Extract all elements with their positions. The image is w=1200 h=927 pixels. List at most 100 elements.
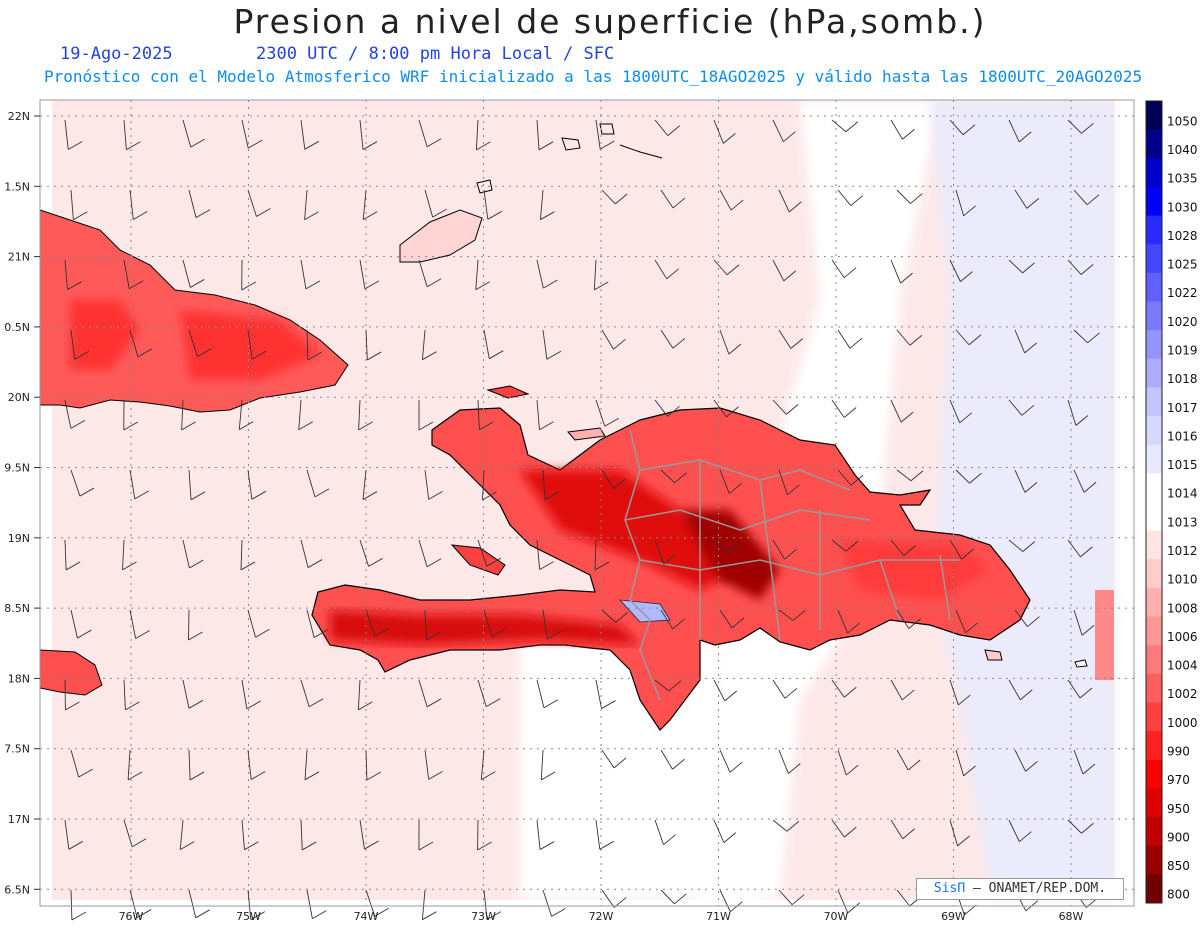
- wind-barb: [70, 329, 89, 360]
- wind-barb: [713, 819, 737, 843]
- credit-text: – ONAMET/REP.DOM.: [973, 881, 1107, 896]
- lat-tick-label: 17N: [8, 813, 30, 826]
- wind-barb: [1014, 609, 1040, 627]
- colorbar-label: 1028: [1167, 229, 1198, 243]
- wind-barb: [536, 679, 559, 709]
- wind-barb: [955, 749, 976, 777]
- wind-barb: [179, 819, 195, 851]
- wind-barb: [896, 329, 923, 346]
- wind-barb: [955, 469, 982, 484]
- wind-barb: [129, 609, 150, 639]
- wind-barb: [122, 539, 137, 571]
- wind-barb: [955, 329, 982, 346]
- wind-barb: [1067, 119, 1094, 134]
- lat-tick-label: 22N: [8, 110, 30, 123]
- wind-barb: [123, 259, 144, 290]
- colorbar-swatch: [1146, 330, 1162, 360]
- wind-barb: [181, 399, 196, 431]
- lake-enriquillo: [619, 599, 671, 623]
- wind-barb: [660, 889, 687, 905]
- wind-barb: [601, 189, 628, 205]
- colorbar-label: 950: [1167, 802, 1190, 816]
- wind-barb: [778, 469, 800, 496]
- wind-barb: [127, 749, 143, 781]
- jamaica-landmass: [40, 649, 103, 696]
- wind-barb: [654, 679, 682, 692]
- colorbar-swatch: [1146, 559, 1162, 589]
- lon-tick-label: 69W: [941, 910, 966, 923]
- wind-barb: [601, 469, 626, 490]
- colorbar-swatch: [1146, 244, 1162, 274]
- wind-barb: [480, 749, 496, 781]
- wind-barb: [129, 329, 153, 358]
- wind-barb: [362, 469, 378, 500]
- wind-barb: [483, 609, 507, 638]
- wind-barb: [772, 399, 799, 415]
- wind-barb: [772, 119, 796, 143]
- wind-barb: [772, 679, 798, 699]
- wind-barb: [238, 399, 254, 431]
- colorbar-label: 1016: [1167, 429, 1198, 443]
- wind-barb: [421, 329, 437, 361]
- colorbar-label: 1014: [1167, 487, 1198, 501]
- wind-barb: [772, 819, 800, 832]
- wind-barb: [654, 819, 676, 846]
- colorbar-swatch: [1146, 158, 1162, 188]
- wind-barb: [713, 399, 739, 418]
- wind-barb: [188, 189, 211, 219]
- wind-barb: [593, 259, 609, 291]
- forecast-date: 19-Ago-2025: [60, 44, 173, 64]
- wind-barb: [477, 819, 492, 851]
- wind-barb: [483, 329, 504, 360]
- wind-barb: [247, 469, 267, 500]
- wind-barb: [542, 889, 566, 917]
- wind-barb: [542, 469, 560, 501]
- colorbar-swatch: [1146, 702, 1162, 732]
- wind-barb: [536, 539, 554, 571]
- wind-barb: [831, 539, 859, 552]
- lon-tick-label: 72W: [589, 910, 614, 923]
- colorbar-frame: [1145, 100, 1163, 904]
- wind-barb: [188, 469, 206, 501]
- wind-barb: [418, 679, 442, 708]
- wind-barb: [778, 189, 802, 213]
- colorbar-swatch: [1146, 673, 1162, 703]
- credit-brand: SisΠ: [933, 881, 966, 896]
- wind-barb: [306, 329, 323, 361]
- wind-barb: [831, 819, 857, 838]
- wind-barb: [424, 609, 441, 641]
- wind-barb: [1073, 189, 1100, 206]
- wind-barb: [595, 119, 615, 150]
- wind-barb: [601, 609, 628, 623]
- wind-barb: [660, 189, 686, 209]
- colorbar-label: 990: [1167, 744, 1190, 758]
- wind-barb: [719, 609, 745, 629]
- wind-barb: [70, 609, 92, 639]
- wind-barb: [539, 189, 555, 221]
- lon-tick-label: 75W: [236, 910, 261, 923]
- wind-barb: [418, 119, 442, 148]
- wind-barb: [719, 749, 743, 773]
- wind-barb: [955, 189, 976, 217]
- wind-barb: [949, 679, 971, 706]
- wind-barb: [359, 819, 379, 850]
- province-boundaries: [624, 429, 960, 701]
- wind-barb: [949, 259, 973, 282]
- wind-barb: [837, 189, 864, 206]
- wind-barb: [713, 539, 740, 554]
- wind-barb: [418, 259, 442, 288]
- wind-barb: [70, 189, 88, 221]
- wind-barb: [896, 189, 923, 204]
- wind-barb: [123, 399, 139, 431]
- longitude-axis: 76W 75W 74W 73W 72W 71W 70W 69W 68W: [119, 910, 1084, 923]
- lat-tick-label: 1.5N: [4, 180, 30, 193]
- colorbar-label: 1035: [1167, 172, 1198, 186]
- wind-barb: [1067, 539, 1093, 558]
- colorbar-label: 1018: [1167, 372, 1198, 386]
- colorbar-swatch: [1146, 101, 1162, 131]
- wind-barb: [247, 749, 266, 780]
- colorbar-label: 1040: [1167, 143, 1198, 157]
- colorbar-swatch: [1146, 444, 1162, 474]
- wind-barb: [300, 119, 320, 150]
- wind-barb: [594, 539, 610, 571]
